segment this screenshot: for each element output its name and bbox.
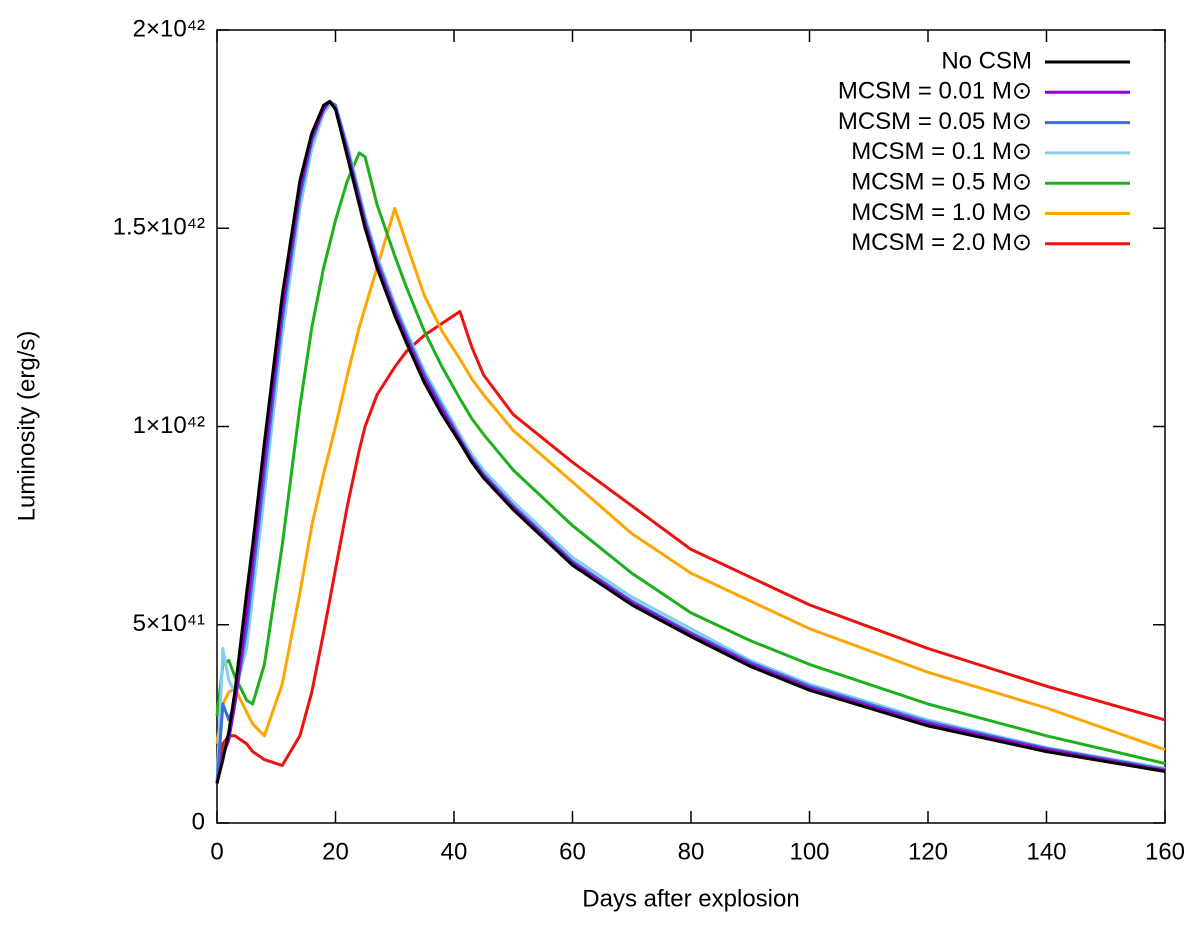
legend-label: MCSM = 2.0 M⊙ <box>851 229 1032 256</box>
legend-label: MCSM = 0.01 M⊙ <box>838 78 1032 105</box>
y-tick-label: 1×10⁴² <box>133 412 205 439</box>
x-tick-label: 20 <box>322 838 349 865</box>
y-axis-label: Luminosity (erg/s) <box>13 331 40 522</box>
y-tick-label: 2×10⁴² <box>133 15 205 42</box>
x-tick-label: 120 <box>908 838 948 865</box>
x-tick-label: 40 <box>441 838 468 865</box>
legend-label: MCSM = 1.0 M⊙ <box>851 199 1032 226</box>
y-tick-label: 5×10⁴¹ <box>133 610 205 637</box>
x-tick-label: 80 <box>678 838 705 865</box>
legend-label: MCSM = 0.05 M⊙ <box>838 108 1032 135</box>
x-tick-label: 0 <box>210 838 223 865</box>
series-line <box>215 310 1166 784</box>
x-tick-label: 100 <box>789 838 829 865</box>
legend-label: No CSM <box>941 47 1032 74</box>
series-line <box>215 206 1166 752</box>
x-tick-label: 140 <box>1026 838 1066 865</box>
series-line <box>215 151 1166 765</box>
x-axis-label: Days after explosion <box>582 885 799 912</box>
x-tick-label: 60 <box>559 838 586 865</box>
legend-label: MCSM = 0.1 M⊙ <box>851 138 1032 165</box>
y-tick-label: 0 <box>192 808 205 835</box>
legend-label: MCSM = 0.5 M⊙ <box>851 169 1032 196</box>
x-tick-label: 160 <box>1145 838 1185 865</box>
series-line <box>215 99 1166 784</box>
y-tick-label: 1.5×10⁴² <box>113 214 205 241</box>
